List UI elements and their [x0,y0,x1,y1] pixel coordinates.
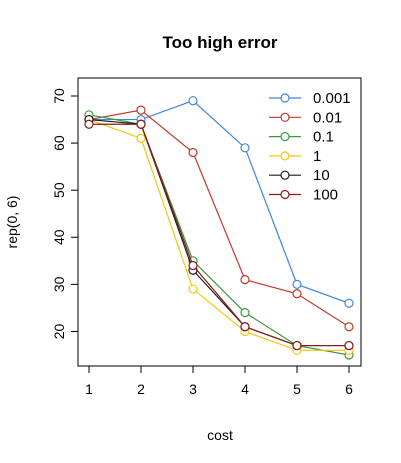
legend-label: 10 [313,167,330,184]
y-tick-label: 70 [51,88,67,104]
legend-swatch-marker [280,151,290,161]
legend-swatch-marker [280,189,290,200]
x-tick-label: 2 [137,381,145,397]
y-axis: 20 30 40 50 60 70 [51,88,79,339]
data-point [240,308,250,318]
data-point [292,289,302,299]
y-tick-label: 60 [51,135,67,151]
legend-item: 0.1 [269,129,334,146]
y-tick-label: 20 [51,323,67,339]
legend-swatch-marker [280,112,290,122]
x-axis-label: cost [207,427,233,443]
data-point [240,275,250,285]
series-line [88,118,349,351]
legend-item: 10 [269,167,330,184]
legend-item: 1 [269,148,321,165]
legend-label: 1 [313,148,321,165]
series-line [89,100,350,304]
legend-swatch-marker [280,132,290,142]
data-point [136,119,146,129]
y-tick-label: 40 [51,229,67,245]
series-line [89,123,349,347]
y-axis-label: rep(0, 6) [4,196,20,249]
data-point [188,284,198,294]
data-point [240,322,250,332]
data-point [344,298,354,308]
x-tick-label: 3 [189,381,197,397]
data-point [188,260,198,271]
legend-label: 0.001 [313,90,351,107]
x-tick-label: 5 [293,381,301,397]
legend-swatch-marker [280,170,290,180]
y-tick-label: 30 [51,276,67,292]
data-point [188,147,198,158]
x-tick-label: 1 [85,381,93,397]
x-axis: 1 2 3 4 5 6 [85,365,353,397]
y-tick-label: 50 [51,182,67,198]
legend-label: 0.1 [313,129,334,146]
data-point [344,340,354,351]
x-tick-label: 4 [241,381,249,397]
data-point [240,143,250,153]
legend-label: 0.01 [313,109,342,126]
data-point [136,105,146,115]
data-point [344,322,354,332]
series-layer [84,96,354,360]
data-point [292,340,302,351]
legend-swatch-marker [280,93,290,103]
series-line [88,118,349,347]
data-point [292,279,302,289]
series-line [88,109,350,328]
data-point [84,119,94,129]
chart-title: Too high error [163,33,278,52]
legend: 0.001 0.01 0.1 1 10 100 [269,90,351,204]
data-point [188,96,198,106]
x-tick-label: 6 [345,381,353,397]
legend-item: 100 [269,187,338,204]
series-line [88,114,350,356]
data-point [136,133,146,143]
legend-item: 0.01 [269,109,342,126]
legend-item: 0.001 [269,90,351,107]
series-100 [84,119,354,351]
legend-label: 100 [313,187,338,204]
